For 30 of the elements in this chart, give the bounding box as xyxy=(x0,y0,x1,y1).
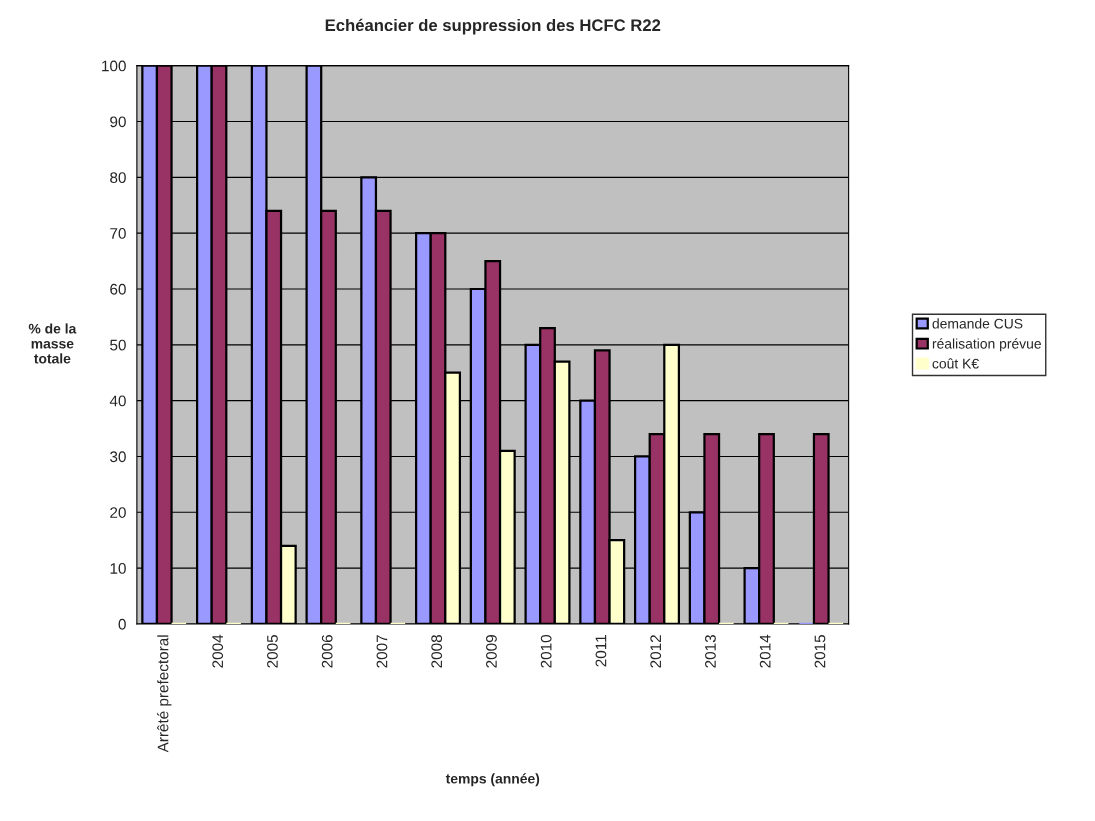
chart-title: Echéancier de suppression des HCFC R22 xyxy=(325,18,661,35)
x-tick-label: 2006 xyxy=(321,635,333,668)
y-tick-label: 10 xyxy=(110,563,126,574)
x-tick-label: 2010 xyxy=(540,634,552,668)
x-axis-title: temps (année) xyxy=(445,773,540,787)
y-tick-label: 80 xyxy=(110,172,126,184)
x-tick-label: 2013 xyxy=(705,635,716,668)
legend-label: demande CUS xyxy=(932,318,1023,329)
y-tick-label: 50 xyxy=(110,339,126,351)
y-axis-title: % de la masse totale xyxy=(28,323,77,364)
legend-label: coût K€ xyxy=(932,358,979,369)
x-tick-label: 2009 xyxy=(486,635,497,668)
y-tick-label: 40 xyxy=(109,395,126,407)
y-tick-label: 60 xyxy=(110,283,126,295)
y-tick-label: 100 xyxy=(102,60,126,72)
x-tick-label: 2015 xyxy=(814,635,826,668)
y-tick-label: 20 xyxy=(110,507,126,518)
y-tick-label: 90 xyxy=(110,116,126,128)
legend-label: réalisation prévue xyxy=(932,338,1041,352)
x-tick-label: 2004 xyxy=(212,634,224,668)
x-tick-label: 2011 xyxy=(595,635,607,667)
y-tick-label: 30 xyxy=(110,451,126,463)
x-tick-label: 2014 xyxy=(759,634,771,668)
x-tick-label: Arrêté prefectoral xyxy=(157,635,172,753)
x-tick-label: 2007 xyxy=(376,635,388,668)
x-tick-label: 2005 xyxy=(267,635,278,668)
y-tick-label: 70 xyxy=(110,228,126,239)
x-tick-label: 2012 xyxy=(650,635,662,668)
y-tick-label: 0 xyxy=(118,618,126,630)
x-tick-label: 2008 xyxy=(431,635,443,668)
